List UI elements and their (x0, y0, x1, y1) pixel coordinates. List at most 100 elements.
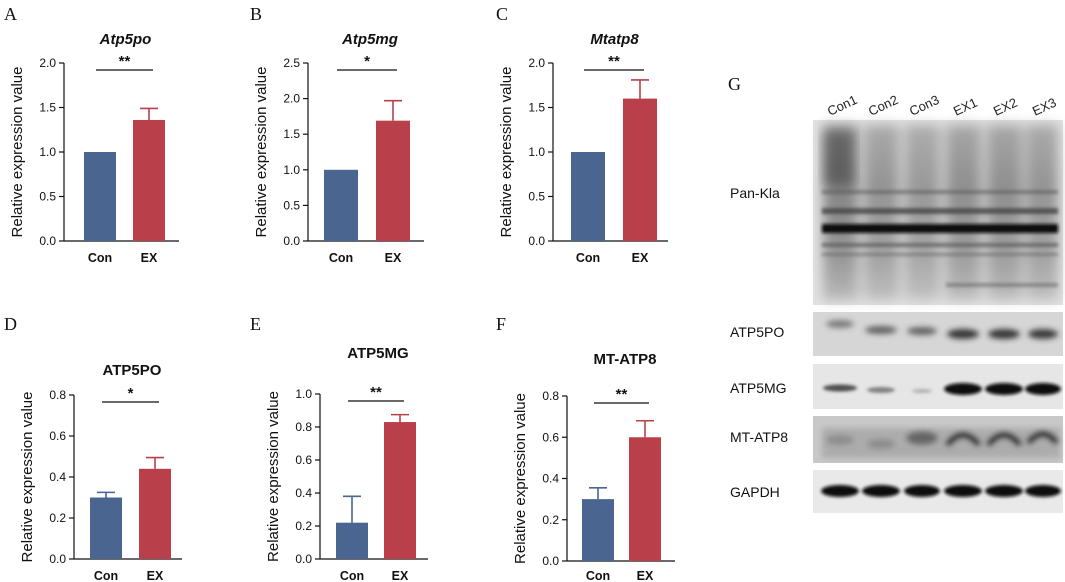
bar-ex (133, 119, 165, 241)
y-tick-label: 0.2 (49, 511, 66, 525)
y-tick-label: 0.0 (283, 234, 300, 248)
significance-marker: * (128, 385, 134, 402)
bar-ex (376, 120, 410, 241)
x-category-label: EX (637, 569, 654, 582)
y-axis-label: Relative expression value (265, 391, 282, 562)
chart-panel-d: ATP5PO Relative expression value 0.0 0.2 0.4… (19, 362, 182, 582)
lane-label: Con1 (825, 92, 860, 119)
significance-marker: ** (119, 53, 131, 70)
y-tick-label: 2.0 (528, 56, 545, 70)
chart-panel-b: Atp5mg Relative expression value 0.0 0.5 1.0… (253, 31, 424, 265)
y-tick-label: 0.6 (542, 430, 559, 444)
blot-row-label: ATP5PO (730, 324, 784, 340)
chart-title: ATP5MG (347, 345, 408, 362)
blot-row-label: ATP5MG (730, 380, 787, 396)
bar-ex (384, 422, 416, 559)
y-tick-label: 0.2 (295, 519, 312, 533)
blot-box-mt-atp8 (813, 416, 1063, 463)
y-tick-label: 0.0 (49, 552, 66, 566)
y-axis-label: Relative expression value (253, 67, 270, 238)
blot-row-label: MT-ATP8 (730, 429, 788, 445)
chart-panel-f: MT-ATP8 Relative expression value 0.0 0.2 0.… (512, 351, 675, 582)
y-tick-label: 0.4 (542, 472, 559, 486)
y-tick-label: 0.8 (49, 388, 66, 402)
blot-row-label: GAPDH (730, 484, 780, 500)
y-axis-label: Relative expression value (512, 393, 529, 564)
y-tick-label: 1.0 (295, 387, 312, 401)
x-category-label: EX (392, 569, 409, 582)
lane-label: EX1 (951, 95, 980, 119)
bar-con (84, 152, 116, 241)
y-tick-label: 0.0 (295, 552, 312, 566)
bar-charts: Atp5po Relative expression value 0.0 0.5 1.0… (9, 31, 675, 582)
y-tick-label: 0.5 (528, 190, 545, 204)
y-tick-label: 1.0 (528, 145, 545, 159)
x-category-label: EX (632, 251, 649, 265)
panel-label-a: A (4, 4, 17, 24)
x-category-label: EX (141, 251, 158, 265)
y-tick-label: 2.0 (39, 56, 56, 70)
significance-marker: ** (370, 384, 382, 401)
panel-label-c: C (496, 4, 508, 24)
lane-label: Con2 (866, 92, 901, 119)
bar-con (571, 152, 605, 241)
lane-label: Con3 (907, 92, 942, 119)
x-category-label: Con (94, 569, 118, 582)
panel-label-e: E (250, 314, 261, 334)
x-category-label: Con (586, 569, 610, 582)
y-tick-label: 0.2 (542, 513, 559, 527)
bar-ex (629, 437, 661, 561)
panel-label-g: G (728, 74, 741, 94)
x-category-label: Con (329, 251, 353, 265)
y-axis-label: Relative expression value (9, 67, 26, 238)
y-axis-label: Relative expression value (19, 392, 36, 563)
bar-con (582, 499, 614, 561)
y-tick-label: 1.5 (528, 101, 545, 115)
panel-label-d: D (4, 314, 17, 334)
x-category-label: Con (576, 251, 600, 265)
blot-row-label: Pan-Kla (730, 185, 780, 201)
chart-title: Atp5po (99, 31, 152, 48)
y-tick-label: 2.5 (283, 56, 300, 70)
x-category-label: EX (147, 569, 164, 582)
bar-ex (623, 98, 657, 241)
row-labels: Pan-Kla ATP5PO ATP5MG MT-ATP8 GAPDH (730, 185, 788, 500)
x-category-label: Con (88, 251, 112, 265)
y-tick-label: 0.4 (295, 486, 312, 500)
lane-label: EX2 (991, 95, 1020, 119)
lane-label: EX3 (1030, 95, 1059, 119)
blot-box-pan-kla (813, 120, 1063, 305)
y-tick-label: 1.5 (283, 127, 300, 141)
chart-panel-a: Atp5po Relative expression value 0.0 0.5 1.0… (9, 31, 179, 265)
y-tick-label: 0.8 (542, 389, 559, 403)
y-tick-label: 1.0 (283, 163, 300, 177)
blot-box-gapdh (813, 470, 1063, 513)
y-tick-label: 1.0 (39, 145, 56, 159)
y-tick-label: 0.0 (528, 234, 545, 248)
blot-box-atp5po (813, 312, 1063, 356)
y-tick-label: 0.0 (39, 234, 56, 248)
bar-con (336, 522, 368, 559)
chart-title: ATP5PO (103, 362, 162, 379)
y-tick-label: 0.6 (295, 453, 312, 467)
x-category-label: EX (385, 251, 402, 265)
significance-marker: ** (608, 53, 620, 70)
blot-box-atp5mg (813, 364, 1063, 409)
y-tick-label: 0.5 (283, 198, 300, 212)
panel-label-f: F (496, 314, 506, 334)
significance-marker: ** (616, 386, 628, 403)
significance-marker: * (364, 53, 370, 70)
chart-title: MT-ATP8 (593, 351, 656, 368)
chart-panel-c: Mtatp8 Relative expression value 0.0 0.5 1.0… (498, 31, 668, 265)
y-tick-label: 2.0 (283, 92, 300, 106)
bar-con (90, 497, 122, 559)
y-tick-label: 0.0 (542, 554, 559, 568)
y-axis-label: Relative expression value (498, 67, 515, 238)
chart-panel-e: ATP5MG Relative expression value 0.0 0.2 0.4… (265, 345, 428, 582)
western-blot: Con1 Con2 Con3 EX1 EX2 EX3 Pan-Kla ATP5PO ATP5M… (730, 92, 1063, 513)
lane-labels: Con1 Con2 Con3 EX1 EX2 EX3 (825, 92, 1059, 119)
y-tick-label: 1.5 (39, 101, 56, 115)
bar-con (324, 169, 358, 241)
chart-title: Mtatp8 (590, 31, 639, 48)
